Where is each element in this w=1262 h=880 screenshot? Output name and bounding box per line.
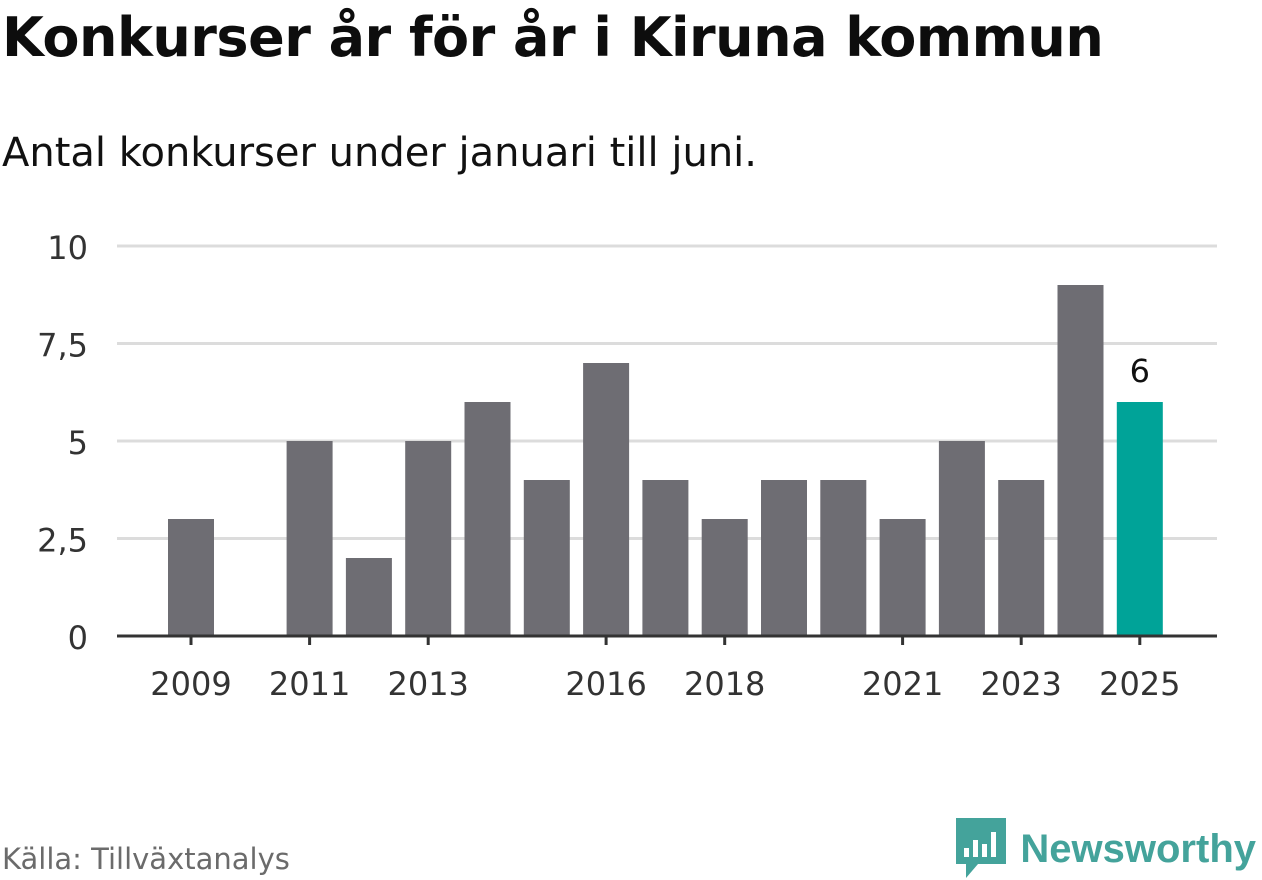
bar-highlight: [1116, 402, 1163, 636]
x-tick-label: 2018: [684, 665, 765, 703]
y-tick-label: 2,5: [37, 522, 88, 560]
bar: [405, 441, 452, 636]
bar: [286, 441, 333, 636]
bar: [820, 480, 867, 636]
bar: [168, 519, 214, 636]
bar: [523, 480, 570, 636]
y-tick-label: 0: [68, 619, 88, 657]
x-tick-label: 2011: [269, 665, 350, 703]
bar: [583, 363, 630, 636]
brand-logo: Newsworthy: [956, 818, 1256, 880]
x-tick-label: 2023: [980, 665, 1061, 703]
bar: [1057, 285, 1104, 636]
bar: [642, 480, 689, 636]
x-tick-label: 2016: [565, 665, 646, 703]
bars: [168, 285, 1163, 636]
x-tick-label: 2025: [1099, 665, 1180, 703]
bar: [938, 441, 985, 636]
bar: [464, 402, 511, 636]
bar: [879, 519, 926, 636]
bar: [701, 519, 748, 636]
y-tick-label: 10: [47, 229, 88, 267]
labels: 0 2,5 5 7,5 10 6 2009 2011 2013 2016 2018 2021 2023 2…: [37, 229, 1217, 703]
chart-subtitle: Antal konkurser under januari till juni.: [2, 130, 757, 176]
chart-title: Konkurser år för år i Kiruna kommun: [2, 6, 1104, 69]
y-tick-label: 5: [68, 424, 88, 462]
brand-name: Newsworthy: [1020, 826, 1256, 871]
bar: [345, 558, 392, 636]
x-tick-label: 2013: [387, 665, 468, 703]
x-tick-label: 2009: [150, 665, 231, 703]
data-label: 6: [1130, 352, 1150, 390]
bar: [998, 480, 1045, 636]
bar-chart: 0 2,5 5 7,5 10 6 2009 2011 2013 2016 2018 2021 2023 2…: [37, 229, 1217, 703]
y-tick-label: 7,5: [37, 327, 88, 365]
x-tick-label: 2021: [862, 665, 943, 703]
bar: [761, 480, 807, 636]
newsworthy-logo-icon: [956, 818, 1007, 878]
source-note: Källa: Tillväxtanalys: [2, 842, 290, 876]
